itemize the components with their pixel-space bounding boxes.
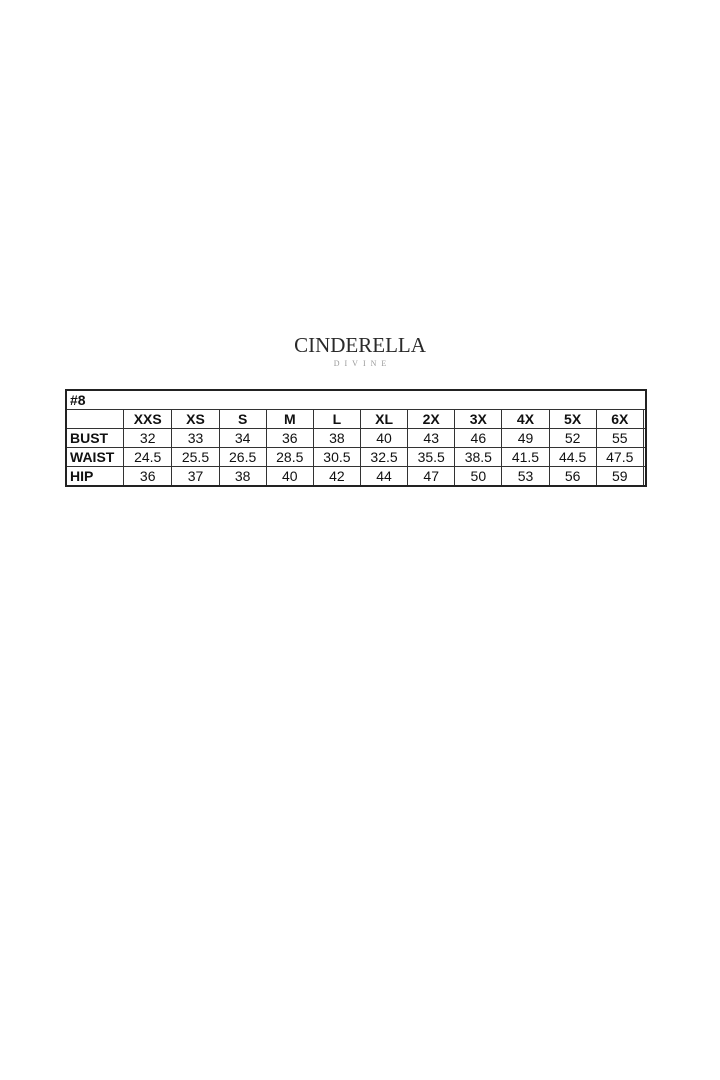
measurement-cell: 34 [218, 428, 267, 448]
measurement-cell: 33 [171, 428, 220, 448]
size-header-cell: 6X [595, 409, 644, 429]
table-row: HIP 36 37 38 40 42 44 47 50 53 56 59 [65, 466, 647, 487]
measurement-cell: 38 [218, 466, 267, 487]
size-header-cell: XS [171, 409, 220, 429]
measurement-cell [642, 428, 647, 448]
measurement-cell: 41.5 [501, 447, 550, 467]
row-label: HIP [65, 466, 124, 487]
measurement-cell: 52 [548, 428, 597, 448]
row-label: WAIST [65, 447, 124, 467]
measurement-cell: 28.5 [265, 447, 314, 467]
measurement-cell: 38 [312, 428, 361, 448]
measurement-cell: 56 [548, 466, 597, 487]
size-header-cell: XL [359, 409, 409, 429]
size-header-cell: 5X [548, 409, 597, 429]
size-header-cell: 2X [407, 409, 456, 429]
measurement-cell: 40 [359, 428, 409, 448]
measurement-cell: 36 [122, 466, 173, 487]
measurement-cell: 44.5 [548, 447, 597, 467]
measurement-cell: 40 [265, 466, 314, 487]
measurement-cell: 49 [501, 428, 550, 448]
size-header-cell: XXS [122, 409, 173, 429]
measurement-cell: 50 [454, 466, 503, 487]
size-header-cell: 4X [501, 409, 550, 429]
measurement-cell: 55 [595, 428, 644, 448]
measurement-cell: 47.5 [595, 447, 644, 467]
logo-sub-text: DIVINE [333, 359, 392, 368]
measurement-cell: 26.5 [218, 447, 267, 467]
measurement-cell [642, 447, 647, 467]
measurement-cell: 59 [595, 466, 644, 487]
table-title: #8 [65, 389, 647, 410]
corner-cell [65, 409, 124, 429]
measurement-cell: 25.5 [171, 447, 220, 467]
measurement-cell: 32 [122, 428, 173, 448]
size-chart-table: #8 XXS XS S M L XL 2X 3X 4X 5X 6X BUST 32 33 34 36 38 40 4… [65, 389, 647, 487]
size-header-cell: 3X [454, 409, 503, 429]
measurement-cell: 43 [407, 428, 456, 448]
measurement-cell: 47 [407, 466, 456, 487]
measurement-cell: 53 [501, 466, 550, 487]
size-header-cell: S [218, 409, 267, 429]
row-label: BUST [65, 428, 124, 448]
table-row: WAIST 24.5 25.5 26.5 28.5 30.5 32.5 35.5 38.5 41.… [65, 447, 647, 467]
measurement-cell: 44 [359, 466, 409, 487]
size-header-row: XXS XS S M L XL 2X 3X 4X 5X 6X [65, 409, 647, 429]
measurement-cell: 42 [312, 466, 361, 487]
measurement-cell [642, 466, 647, 487]
measurement-cell: 37 [171, 466, 220, 487]
measurement-cell: 32.5 [359, 447, 409, 467]
measurement-cell: 30.5 [312, 447, 361, 467]
brand-logo: CINDERELLA DIVINE [0, 333, 720, 370]
logo-main-text: CINDERELLA [294, 333, 426, 357]
measurement-cell: 38.5 [454, 447, 503, 467]
size-header-cell [642, 409, 647, 429]
measurement-cell: 36 [265, 428, 314, 448]
measurement-cell: 24.5 [122, 447, 173, 467]
size-header-cell: M [265, 409, 314, 429]
size-header-cell: L [312, 409, 361, 429]
measurement-cell: 35.5 [407, 447, 456, 467]
table-row: BUST 32 33 34 36 38 40 43 46 49 52 55 [65, 428, 647, 448]
table-title-row: #8 [65, 389, 647, 410]
measurement-cell: 46 [454, 428, 503, 448]
